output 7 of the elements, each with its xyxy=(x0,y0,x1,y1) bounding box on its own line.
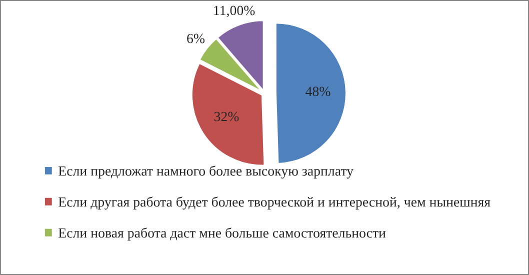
legend-label: Если новая работа даст мне больше самостоятельности xyxy=(58,228,386,240)
legend-label: Если другая работа будет более творческой и интересной, чем нынешняя xyxy=(58,196,490,210)
data-label: 48% xyxy=(306,86,330,96)
legend-label: Если предложат намного более высокую зарплату xyxy=(58,166,354,179)
data-label: 6% xyxy=(187,34,205,44)
data-label: 11,00% xyxy=(214,6,255,18)
data-label: 32% xyxy=(214,112,239,122)
